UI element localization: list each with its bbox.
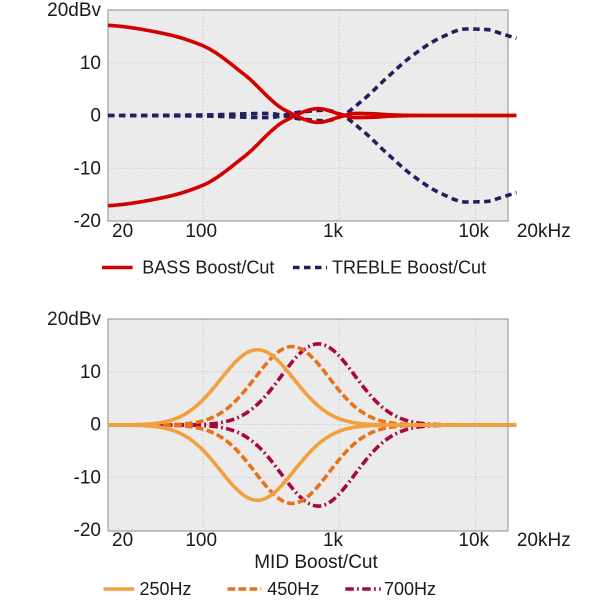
svg-text:TREBLE Boost/Cut: TREBLE Boost/Cut (332, 258, 486, 278)
svg-text:10k: 10k (458, 221, 489, 242)
svg-text:10: 10 (80, 53, 101, 74)
svg-text:1k: 1k (323, 530, 344, 551)
svg-text:0: 0 (90, 415, 101, 436)
svg-text:20: 20 (112, 530, 133, 551)
svg-text:10k: 10k (458, 530, 489, 551)
svg-text:20dBv: 20dBv (47, 309, 101, 330)
svg-text:-20: -20 (74, 211, 101, 232)
svg-text:0: 0 (90, 106, 101, 127)
svg-text:20: 20 (112, 221, 133, 242)
svg-text:20kHz: 20kHz (517, 221, 571, 242)
svg-text:-10: -10 (74, 467, 101, 488)
svg-text:100: 100 (185, 530, 217, 551)
svg-text:BASS Boost/Cut: BASS Boost/Cut (142, 258, 274, 278)
svg-text:250Hz: 250Hz (140, 579, 192, 599)
svg-text:-10: -10 (74, 158, 101, 179)
svg-text:MID Boost/Cut: MID Boost/Cut (254, 552, 378, 573)
svg-text:10: 10 (80, 362, 101, 383)
svg-text:450Hz: 450Hz (267, 579, 319, 599)
svg-text:1k: 1k (323, 221, 344, 242)
svg-text:20dBv: 20dBv (47, 0, 101, 21)
svg-text:-20: -20 (74, 520, 101, 541)
svg-text:700Hz: 700Hz (384, 579, 436, 599)
svg-text:20kHz: 20kHz (517, 530, 571, 551)
svg-text:100: 100 (185, 221, 217, 242)
